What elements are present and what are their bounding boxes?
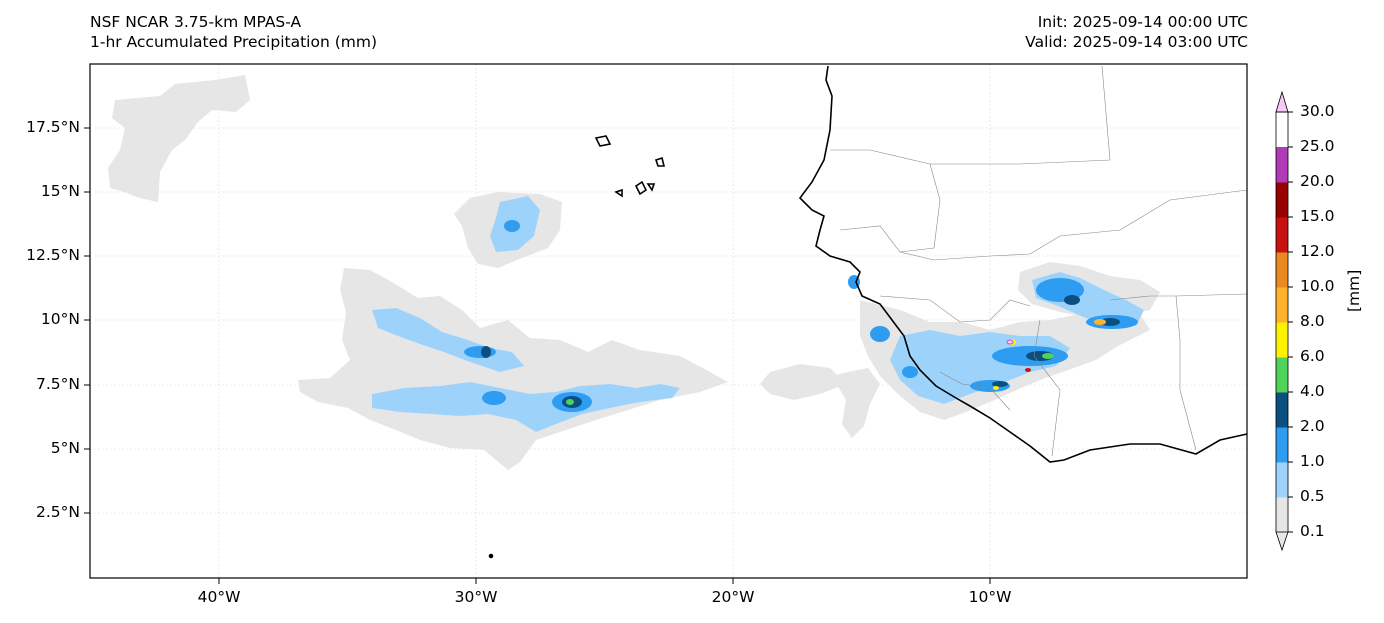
map-frame	[89, 63, 1248, 579]
precip-blue-cell-10	[902, 366, 918, 378]
border-mali-n	[899, 163, 941, 253]
colorbar-segment	[1276, 497, 1288, 533]
colorbar-segment	[1276, 252, 1288, 288]
colorbar-segment	[1276, 147, 1288, 183]
colorbar-tick-label: 8.0	[1300, 312, 1325, 330]
colorbar-segment	[1276, 322, 1288, 358]
colorbar-tick-label: 0.1	[1300, 522, 1325, 540]
coastlines	[488, 65, 1248, 559]
colorbar-tick-label: 15.0	[1300, 207, 1335, 225]
colorbar-tick-label: 10.0	[1300, 277, 1335, 295]
lat-tick-label: 7.5°N	[36, 375, 80, 393]
colorbar-segment	[1276, 287, 1288, 323]
model-name: NSF NCAR 3.75-km MPAS-A	[90, 13, 302, 31]
precip-heavy-cores	[566, 319, 1106, 405]
border-mali	[1029, 189, 1248, 255]
colorbar-tick-label: 30.0	[1300, 102, 1335, 120]
precip-red-core-1	[1025, 368, 1031, 372]
border-ivory	[1033, 319, 1061, 457]
border-burkina	[1109, 293, 1248, 301]
init-time: Init: 2025-09-14 00:00 UTC	[1037, 13, 1248, 31]
precip-orange-core-1	[1094, 319, 1106, 325]
colorbar-segment	[1276, 357, 1288, 393]
lat-tick-label: 15°N	[40, 182, 80, 200]
valid-time: Valid: 2025-09-14 03:00 UTC	[1025, 33, 1248, 51]
colorbar-tick-label: 4.0	[1300, 382, 1325, 400]
precip-dark-cell-3	[1064, 295, 1080, 305]
lat-tick-label: 10°N	[40, 310, 80, 328]
border-liberia	[939, 371, 1011, 411]
colorbar-tick-label: 12.0	[1300, 242, 1335, 260]
colorbar-extend-max	[1275, 90, 1289, 113]
colorbar-segment	[1276, 182, 1288, 218]
colorbar-segment	[1276, 217, 1288, 253]
chart-title-right: Init: 2025-09-14 00:00 UTC Valid: 2025-0…	[1025, 12, 1248, 52]
coastline-island-5	[646, 183, 656, 192]
precip-area-nw	[108, 75, 250, 202]
coastline-west-africa	[798, 65, 1248, 463]
precip-pink-core-1	[1006, 339, 1014, 345]
lat-tick-label: 12.5°N	[26, 246, 80, 264]
coastline-islet	[488, 553, 494, 559]
colorbar-segment	[1276, 427, 1288, 463]
lat-tick-label: 2.5°N	[36, 503, 80, 521]
precip-yellow-core-2	[993, 386, 999, 390]
colorbar-tick-label: 0.5	[1300, 487, 1325, 505]
precip-light-blue-band	[372, 382, 680, 432]
precip-dark-cell-2	[481, 346, 491, 358]
border-guinea	[879, 295, 1031, 323]
precip-dark-cell-6	[1100, 318, 1120, 326]
precip-blue-cell-5	[870, 326, 890, 342]
precip-dark-cell-5	[992, 381, 1008, 387]
colorbar-tick-label: 25.0	[1300, 137, 1335, 155]
colorbar-label: [mm]	[1345, 269, 1363, 312]
precip-green-core-2	[1042, 353, 1054, 359]
colorbar-tick-label: 20.0	[1300, 172, 1335, 190]
border-ghana	[1175, 295, 1197, 451]
coastline-island-2	[634, 180, 648, 196]
precip-blue-cell-2	[482, 391, 506, 405]
lon-tick-label: 20°W	[711, 588, 755, 606]
coastline-island-1	[594, 135, 612, 147]
gridlines	[90, 64, 1247, 578]
country-borders	[830, 65, 1248, 457]
border-senegal	[839, 225, 1031, 261]
lat-tick-label: 5°N	[50, 439, 80, 457]
border-mauritania	[830, 65, 1111, 165]
colorbar-tick-label: 1.0	[1300, 452, 1325, 470]
coastline-island-4	[614, 188, 623, 198]
lon-tick-label: 30°W	[454, 588, 498, 606]
colorbar	[1275, 90, 1293, 552]
precip-blue-cell-4	[464, 346, 496, 358]
chart-title-left: NSF NCAR 3.75-km MPAS-A 1-hr Accumulated…	[90, 12, 377, 52]
precip-area-guinea	[832, 368, 880, 438]
colorbar-segment	[1276, 392, 1288, 428]
precip-green-core-1	[566, 399, 574, 405]
colorbar-tick-label: 2.0	[1300, 417, 1325, 435]
lon-tick-label: 10°W	[968, 588, 1012, 606]
lat-tick-label: 17.5°N	[26, 118, 80, 136]
colorbar-tick-label: 6.0	[1300, 347, 1325, 365]
lon-tick-label: 40°W	[197, 588, 241, 606]
precip-blue-cell-1	[504, 220, 520, 232]
field-name: 1-hr Accumulated Precipitation (mm)	[90, 33, 377, 51]
axis-ticks	[84, 127, 991, 584]
colorbar-extend-min	[1275, 531, 1289, 552]
map-panel	[84, 63, 1248, 584]
coastline-island-3	[654, 156, 666, 167]
colorbar-segment	[1276, 462, 1288, 498]
precip-area-offshore	[760, 364, 846, 400]
